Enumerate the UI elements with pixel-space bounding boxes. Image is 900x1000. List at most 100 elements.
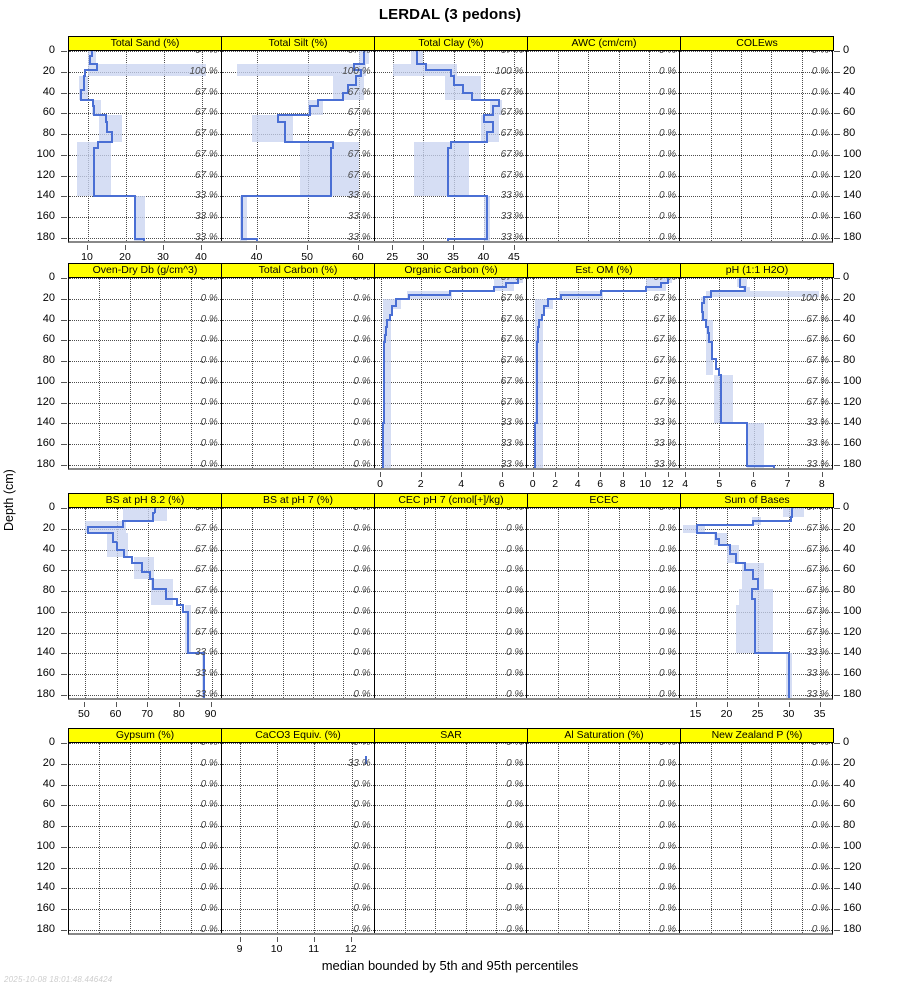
value-gridline (668, 278, 670, 468)
contributing-pct-label: 0 % (506, 605, 524, 617)
median-line-connector (754, 652, 790, 655)
value-gridline (392, 51, 394, 241)
value-gridline (588, 743, 590, 933)
depth-gridline (221, 361, 374, 363)
contributing-pct-label: 0 % (658, 211, 677, 223)
depth-gridline (221, 743, 374, 744)
median-line-segment (754, 604, 757, 654)
contributing-pct-label: 67 % (806, 522, 829, 534)
depth-gridline (69, 867, 221, 869)
value-gridline (726, 508, 728, 698)
depth-gridline (221, 929, 374, 931)
depth-gridline (69, 340, 221, 342)
median-line-segment (773, 465, 776, 468)
contributing-pct-label: 0 % (200, 438, 218, 450)
depth-gridline (374, 464, 527, 466)
contributing-pct-label: 0 % (201, 278, 218, 283)
depth-tick-mark-left (61, 909, 67, 911)
value-gridline (771, 51, 773, 241)
median-line-segment (744, 563, 747, 571)
depth-gridline (221, 113, 374, 115)
median-line-segment (384, 335, 387, 343)
depth-tick-label-left: 100 (36, 604, 55, 617)
x-tick-mark (695, 702, 697, 707)
depth-gridline (221, 444, 374, 446)
value-gridline (465, 508, 467, 698)
median-line-connector (695, 531, 717, 534)
median-line-segment (256, 238, 259, 241)
median-line-connector (148, 577, 154, 580)
depth-tick-mark-right (834, 743, 840, 744)
median-line-segment (202, 653, 205, 698)
contributing-pct-label: 0 % (353, 458, 371, 468)
median-line-connector (660, 282, 670, 285)
x-tick-mark (357, 245, 359, 250)
contributing-pct-label: 0 % (353, 355, 371, 367)
depth-gridline (527, 867, 680, 869)
depth-gridline (527, 444, 680, 446)
panel-title-total-carbon: Total Carbon (%) (221, 263, 375, 278)
median-line-connector (80, 98, 95, 101)
x-tick-label: 30 (416, 251, 429, 263)
median-line-segment (446, 238, 449, 241)
percentile-band (133, 556, 155, 579)
depth-gridline (680, 92, 832, 94)
median-line-segment (599, 291, 602, 295)
percentile-band (151, 578, 174, 605)
contributing-pct-label: 0 % (811, 820, 829, 832)
value-gridline (99, 743, 101, 933)
depth-gridline (69, 743, 221, 744)
depth-tick-mark-right (834, 175, 840, 177)
depth-gridline (680, 237, 832, 239)
contributing-pct-label: 0 % (811, 757, 829, 769)
median-line-connector (534, 422, 538, 425)
median-line-segment (753, 599, 756, 605)
median-line-connector (276, 120, 287, 123)
median-line-connector (93, 114, 107, 117)
depth-gridline (221, 92, 374, 94)
depth-gridline (69, 591, 221, 593)
contributing-pct-label: 0 % (200, 417, 218, 429)
depth-tick-mark-right (834, 423, 840, 425)
contributing-pct-label: 0 % (353, 508, 370, 513)
x-tick-label: 6 (597, 478, 604, 490)
contributing-pct-label: 67 % (195, 522, 218, 534)
depth-tick-mark-left (61, 867, 67, 869)
median-line-segment (745, 423, 748, 466)
percentile-band (300, 142, 359, 197)
value-gridline (116, 508, 118, 698)
depth-tick-label-right: 160 (843, 210, 862, 223)
median-line-segment (750, 588, 753, 600)
median-line-connector (425, 68, 452, 71)
depth-gridline (69, 826, 221, 828)
percentile-band (91, 99, 102, 116)
x-tick-mark (483, 245, 485, 250)
depth-gridline (527, 611, 680, 613)
x-tick-label: 50 (77, 708, 90, 720)
median-line-segment (309, 106, 312, 116)
contributing-pct-label: 0 % (658, 647, 677, 659)
depth-gridline (374, 51, 527, 52)
depth-tick-label-left: 100 (36, 147, 55, 160)
median-line-connector (538, 318, 544, 321)
percentile-band (714, 532, 727, 546)
depth-gridline (374, 632, 527, 634)
percentile-band (236, 64, 367, 76)
value-gridline (190, 743, 192, 933)
depth-tick-mark-right (834, 929, 840, 931)
contributing-pct-label: 67 % (806, 605, 829, 617)
depth-tick-mark-right (834, 340, 840, 342)
contributing-pct-label: 0 % (506, 882, 524, 894)
depth-gridline (527, 508, 680, 509)
contributing-pct-label: 0 % (200, 355, 218, 367)
contributing-pct-label: 0 % (811, 903, 829, 915)
depth-tick-label-left: 180 (36, 457, 55, 470)
percentile-band (307, 99, 324, 116)
value-gridline (623, 278, 625, 468)
value-gridline (421, 278, 423, 468)
median-line-connector (644, 286, 663, 289)
depth-gridline (527, 154, 680, 156)
depth-tick-mark-left (61, 196, 67, 198)
median-line-segment (131, 556, 134, 563)
x-tick-mark (307, 245, 309, 250)
